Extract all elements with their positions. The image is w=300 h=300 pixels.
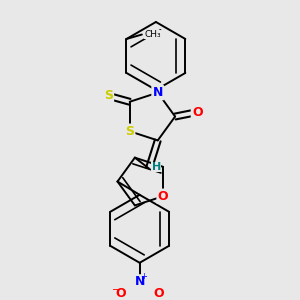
Text: S: S	[125, 125, 134, 138]
Text: O: O	[154, 287, 164, 300]
Text: H: H	[152, 162, 161, 172]
Text: N: N	[134, 275, 145, 289]
Text: O: O	[158, 190, 168, 203]
Text: S: S	[104, 89, 113, 102]
Text: CH₃: CH₃	[144, 30, 161, 39]
Text: O: O	[115, 287, 126, 300]
Text: O: O	[192, 106, 202, 118]
Text: N: N	[153, 86, 163, 99]
Text: +: +	[141, 272, 148, 281]
Text: −: −	[112, 285, 120, 295]
